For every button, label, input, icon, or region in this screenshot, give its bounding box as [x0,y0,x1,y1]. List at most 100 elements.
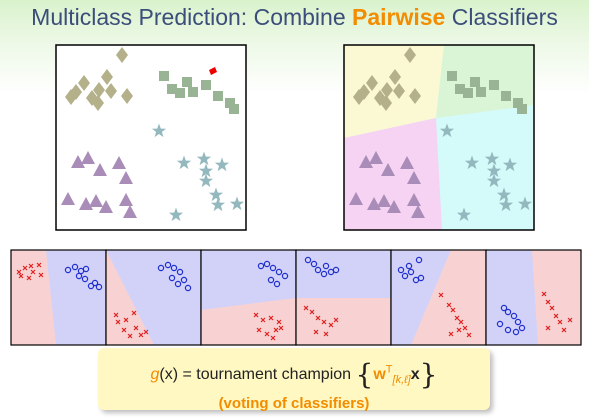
cross-marker [256,327,262,333]
cross-marker [456,327,462,333]
region-red [201,298,296,345]
circle-marker [174,280,182,288]
square-marker [229,104,239,114]
star-marker [151,123,167,138]
triangle-marker [93,163,107,176]
outlier-marker [209,67,217,75]
circle-marker [407,268,415,276]
triangle-marker [369,151,383,164]
scatter-panel-original [55,44,247,231]
star-marker [210,197,226,212]
cross-marker [127,333,133,339]
circle-marker [81,275,89,283]
square-marker [463,88,473,98]
square-marker [489,80,499,90]
pairwise-panel-3 [200,249,297,346]
panel-frame [485,249,582,346]
title-text-end: Classifiers [445,4,558,30]
triangle-marker [349,192,363,205]
formula-w: w [373,366,386,383]
cross-marker [115,319,121,325]
star-marker [502,157,518,172]
circle-marker [82,265,90,273]
region-red [11,250,56,345]
circle-marker [504,308,512,316]
cross-marker [133,325,139,331]
cross-marker [454,315,460,321]
formula-sup: T [385,363,393,376]
circle-marker [281,272,289,280]
diamond-marker [389,69,401,85]
diamond-marker [393,83,405,99]
cross-marker [26,275,32,281]
formula-close-brace: } [419,358,438,391]
diamond-marker [92,95,104,111]
cross-marker [264,331,270,337]
cross-marker [138,332,144,338]
triangle-marker [61,192,75,205]
formula-arg: (x) [159,366,179,383]
diamond-marker [121,88,133,104]
cross-marker [448,331,454,337]
cross-marker [30,269,36,275]
circle-marker [170,264,178,272]
circle-marker [512,328,520,336]
cross-marker [321,319,327,325]
circle-marker [401,272,409,280]
triangle-marker [71,155,85,168]
formula-box: g(x) = tournament champion {wT[k,ℓ]x} (v… [98,348,490,412]
star-marker [176,155,192,170]
circle-marker [332,266,340,274]
diamond-marker [353,89,365,105]
star-marker [498,197,514,212]
square-marker [517,104,527,114]
cross-marker [450,307,456,313]
circle-marker [320,270,328,278]
cross-marker [545,299,551,305]
cross-marker [268,315,274,321]
diamond-marker [78,75,90,91]
cross-marker [270,335,276,341]
diamond-marker [409,88,421,104]
cross-marker [462,325,468,331]
cross-marker [113,312,119,318]
star-marker [208,187,224,202]
triangle-marker [81,151,95,164]
triangle-marker [411,205,425,218]
triangle-marker [119,171,133,184]
cross-marker [18,273,24,279]
diamond-marker [381,82,393,98]
cross-marker [553,313,559,319]
star-marker [198,163,214,178]
cross-marker [253,312,259,318]
diamond-marker [101,69,113,85]
circle-marker [397,266,405,274]
triangle-marker [377,194,391,207]
square-marker [476,87,486,97]
circle-marker [267,276,275,284]
cross-marker [557,319,563,325]
circle-marker [496,320,504,328]
star-marker [486,163,502,178]
circle-marker [168,274,176,282]
diamond-marker [380,95,392,111]
cross-marker [121,327,127,333]
circle-marker [417,274,425,282]
square-marker [470,77,480,87]
cross-marker [123,317,129,323]
diamond-marker [404,47,416,63]
star-marker [464,155,480,170]
triangle-marker [381,163,395,176]
slide-title: Multiclass Prediction: Combine Pairwise … [0,4,589,31]
square-marker [225,98,235,108]
circle-marker [514,318,522,326]
circle-marker [184,284,192,292]
circle-marker [304,256,312,264]
cross-marker [22,265,28,271]
star-marker [196,151,212,166]
cross-marker [567,317,573,323]
circle-marker [314,266,322,274]
cross-marker [466,332,472,338]
circle-marker [518,324,526,332]
